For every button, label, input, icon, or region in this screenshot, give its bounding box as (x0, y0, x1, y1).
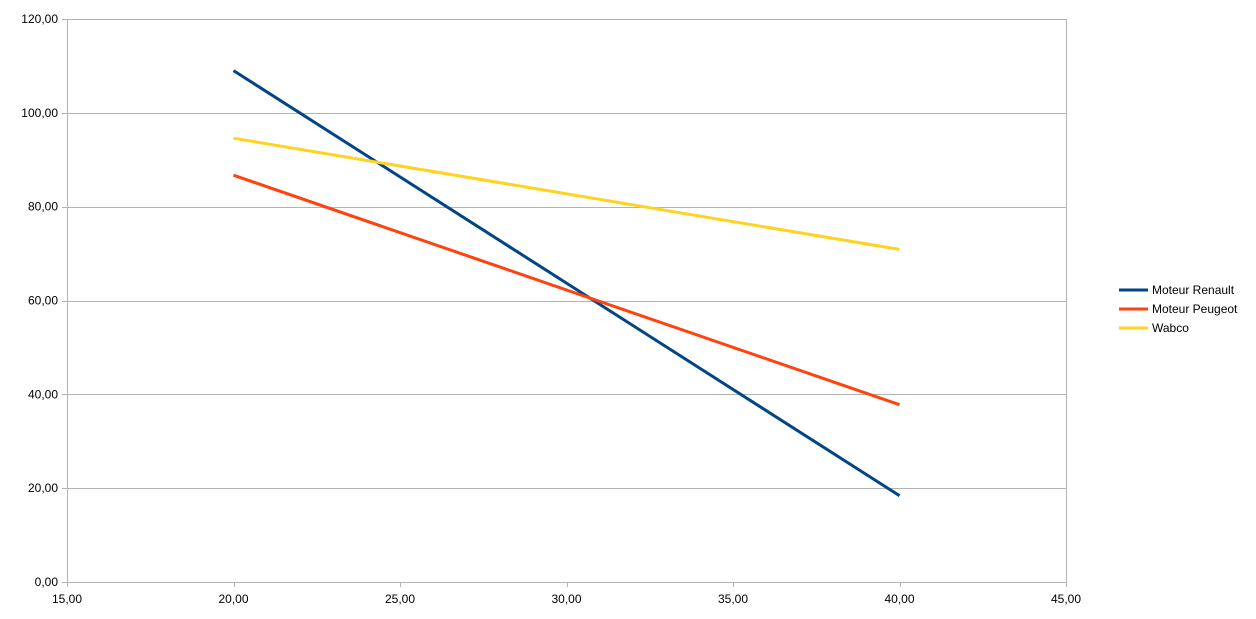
y-tick-label: 20,00 (28, 481, 58, 495)
y-tick-label: 120,00 (21, 12, 58, 26)
series-line-moteur-renault (232, 69, 901, 497)
legend-label: Moteur Renault (1152, 283, 1235, 297)
tick-labels: 0,00 20,00 40,00 60,00 80,00 100,00 120,00 15,0… (21, 12, 1081, 606)
x-tick-label: 20,00 (218, 592, 248, 606)
y-tick-label: 80,00 (28, 200, 58, 214)
series-line-wabco (233, 136, 900, 251)
y-tick-label: 0,00 (35, 575, 59, 589)
x-tick-label: 45,00 (1051, 592, 1081, 606)
x-tick-label: 25,00 (385, 592, 415, 606)
axes (62, 19, 1067, 587)
series-lines (232, 69, 901, 497)
legend-label: Wabco (1152, 321, 1189, 335)
y-tick-label: 60,00 (28, 294, 58, 308)
y-tick-label: 40,00 (28, 387, 58, 401)
x-tick-label: 30,00 (551, 592, 581, 606)
y-tick-label: 100,00 (21, 106, 58, 120)
x-tick-label: 35,00 (718, 592, 748, 606)
x-tick-label: 40,00 (884, 592, 914, 606)
grid-lines (67, 19, 1067, 583)
series-line-moteur-peugeot (233, 173, 900, 407)
legend: Moteur Renault Moteur Peugeot Wabco (1119, 283, 1238, 335)
x-tick-label: 15,00 (52, 592, 82, 606)
legend-label: Moteur Peugeot (1152, 302, 1238, 316)
